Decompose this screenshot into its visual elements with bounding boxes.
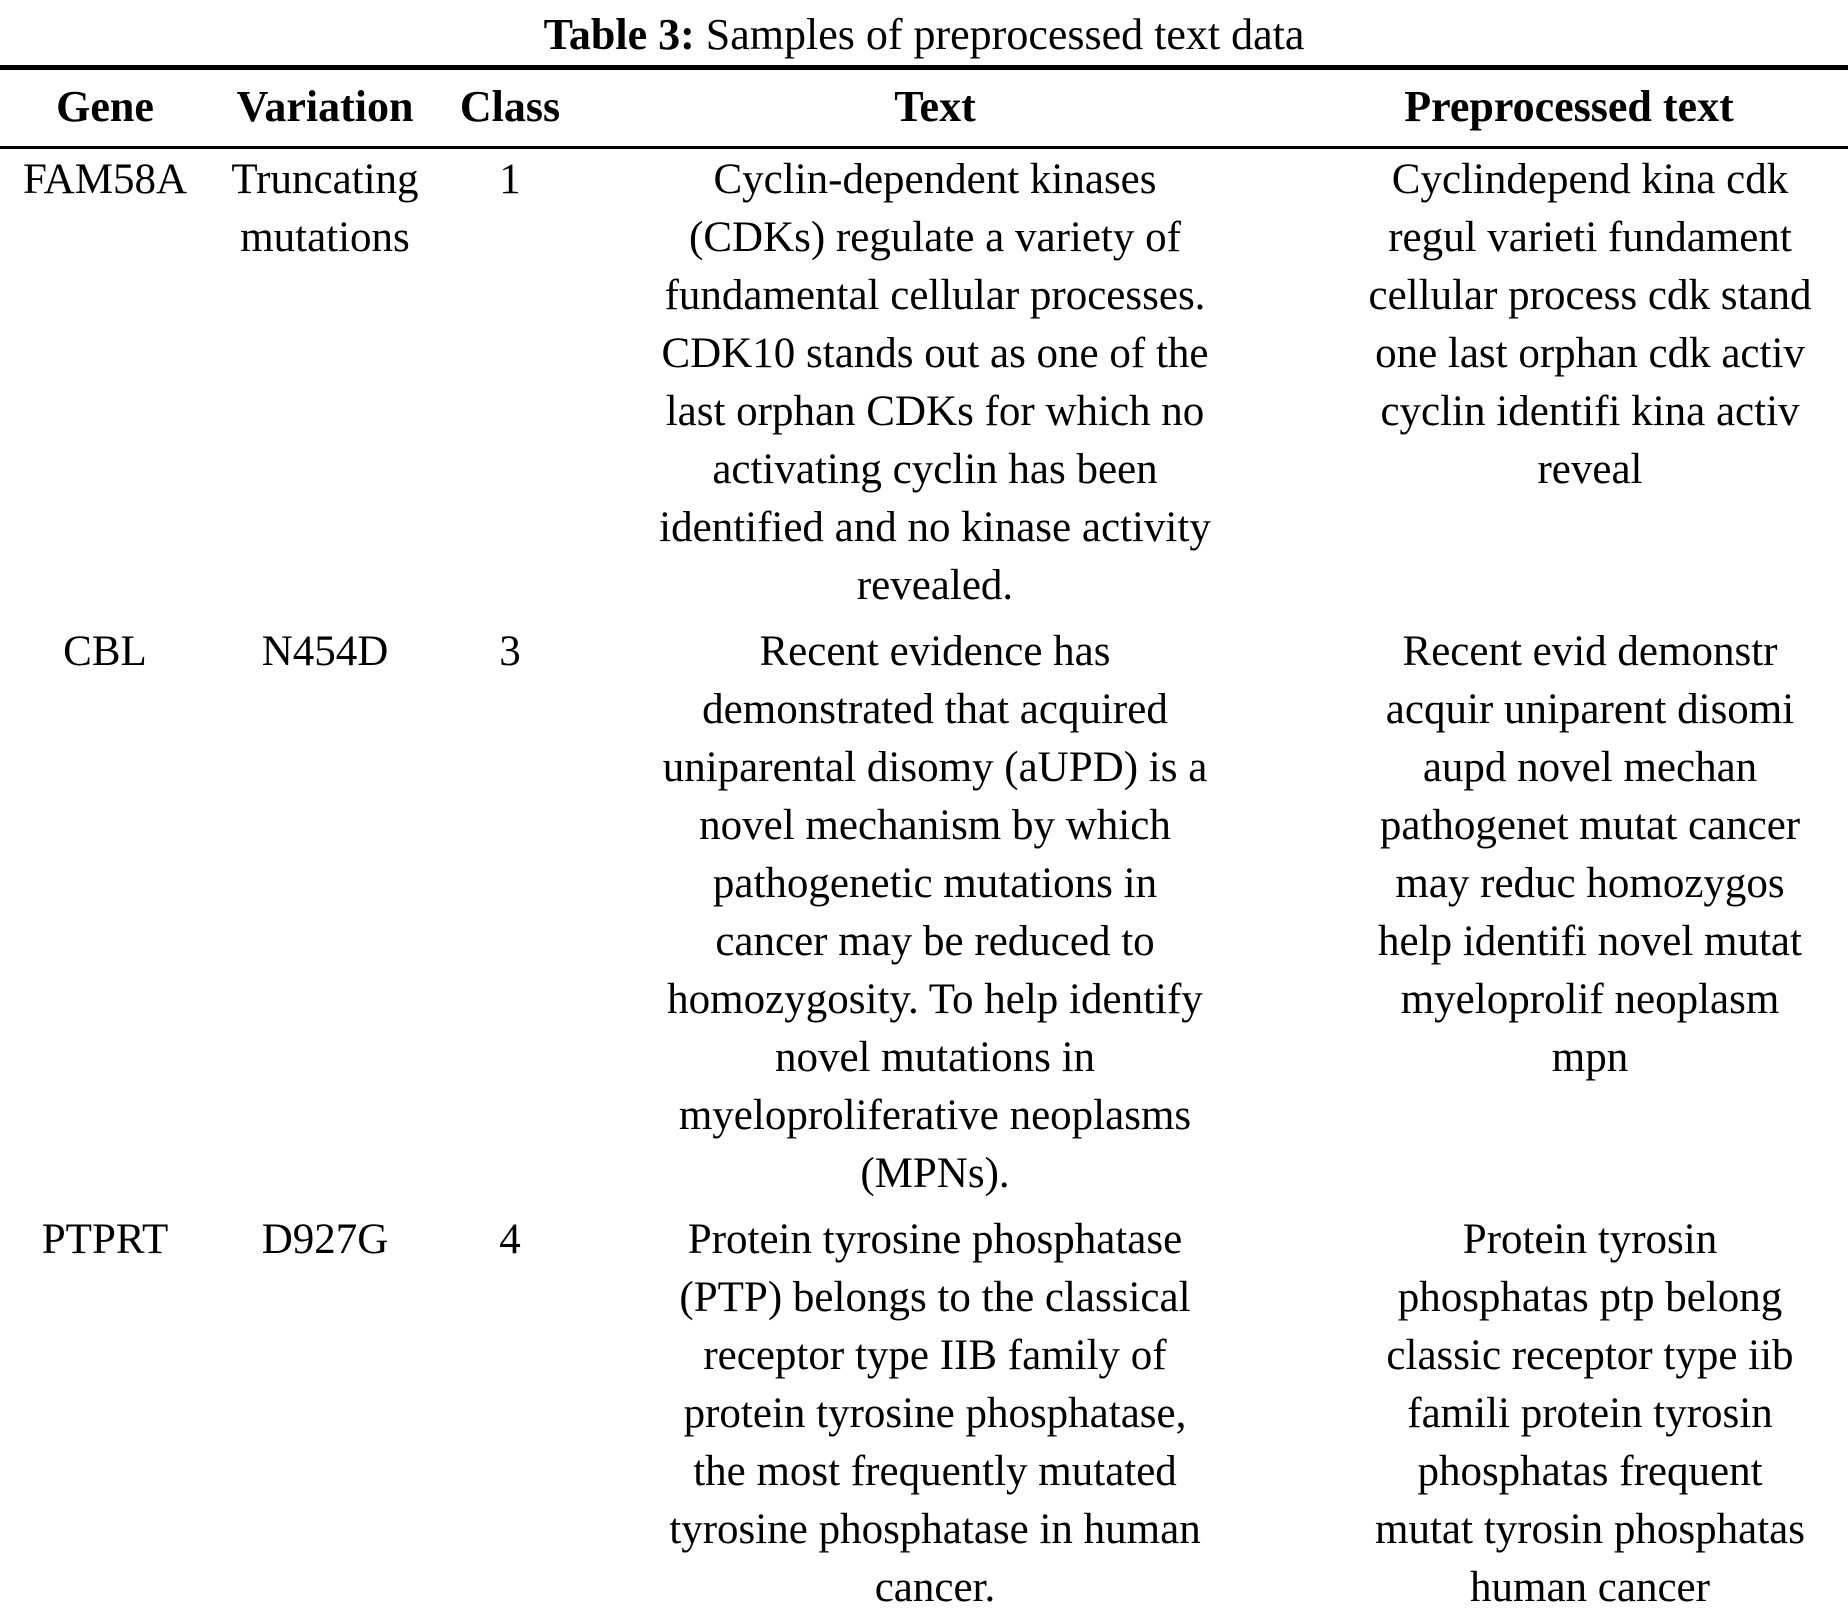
variation-cell: N454D	[261, 628, 389, 675]
gene-cell: CBL	[63, 628, 147, 675]
table-row: PTPRT D927G 4 Protein tyrosine phosphata…	[0, 1209, 1848, 1618]
preprocessed-text-cell: Recent evid demonstr acquir uniparent di…	[1378, 628, 1802, 1081]
caption-text: Samples of preprocessed text data	[694, 10, 1305, 59]
variation-cell: Truncating mutations	[231, 156, 419, 261]
preprocessed-text-cell: Cyclindepend kina cdk regul varieti fund…	[1368, 156, 1812, 493]
table-row: CBL N454D 3 Recent evidence has demonstr…	[0, 621, 1848, 1209]
column-header-variation: Variation	[210, 67, 440, 149]
variation-cell: D927G	[261, 1216, 389, 1263]
gene-cell: FAM58A	[22, 156, 188, 203]
column-header-gene: Gene	[0, 67, 210, 149]
column-header-class: Class	[440, 67, 580, 149]
preprocessed-samples-table: Gene Variation Class Text Preprocessed t…	[0, 65, 1848, 1618]
text-cell: Recent evidence has demonstrated that ac…	[662, 628, 1208, 1197]
class-cell: 4	[499, 1216, 521, 1263]
text-cell: Cyclin-dependent kinases (CDKs) regulate…	[659, 156, 1211, 609]
table-row: FAM58A Truncating mutations 1 Cyclin-dep…	[0, 148, 1848, 622]
table-caption: Table 3: Samples of preprocessed text da…	[0, 0, 1848, 65]
caption-label: Table 3:	[543, 10, 695, 59]
class-cell: 1	[499, 156, 521, 203]
preprocessed-text-cell: Protein tyrosin phosphatas ptp belong cl…	[1375, 1216, 1805, 1611]
table-header-row: Gene Variation Class Text Preprocessed t…	[0, 67, 1848, 149]
text-cell: Protein tyrosine phosphatase (PTP) belon…	[669, 1216, 1201, 1611]
gene-cell: PTPRT	[41, 1216, 169, 1263]
class-cell: 3	[499, 628, 521, 675]
column-header-preprocessed: Preprocessed text	[1290, 67, 1848, 149]
column-header-text: Text	[580, 67, 1290, 149]
